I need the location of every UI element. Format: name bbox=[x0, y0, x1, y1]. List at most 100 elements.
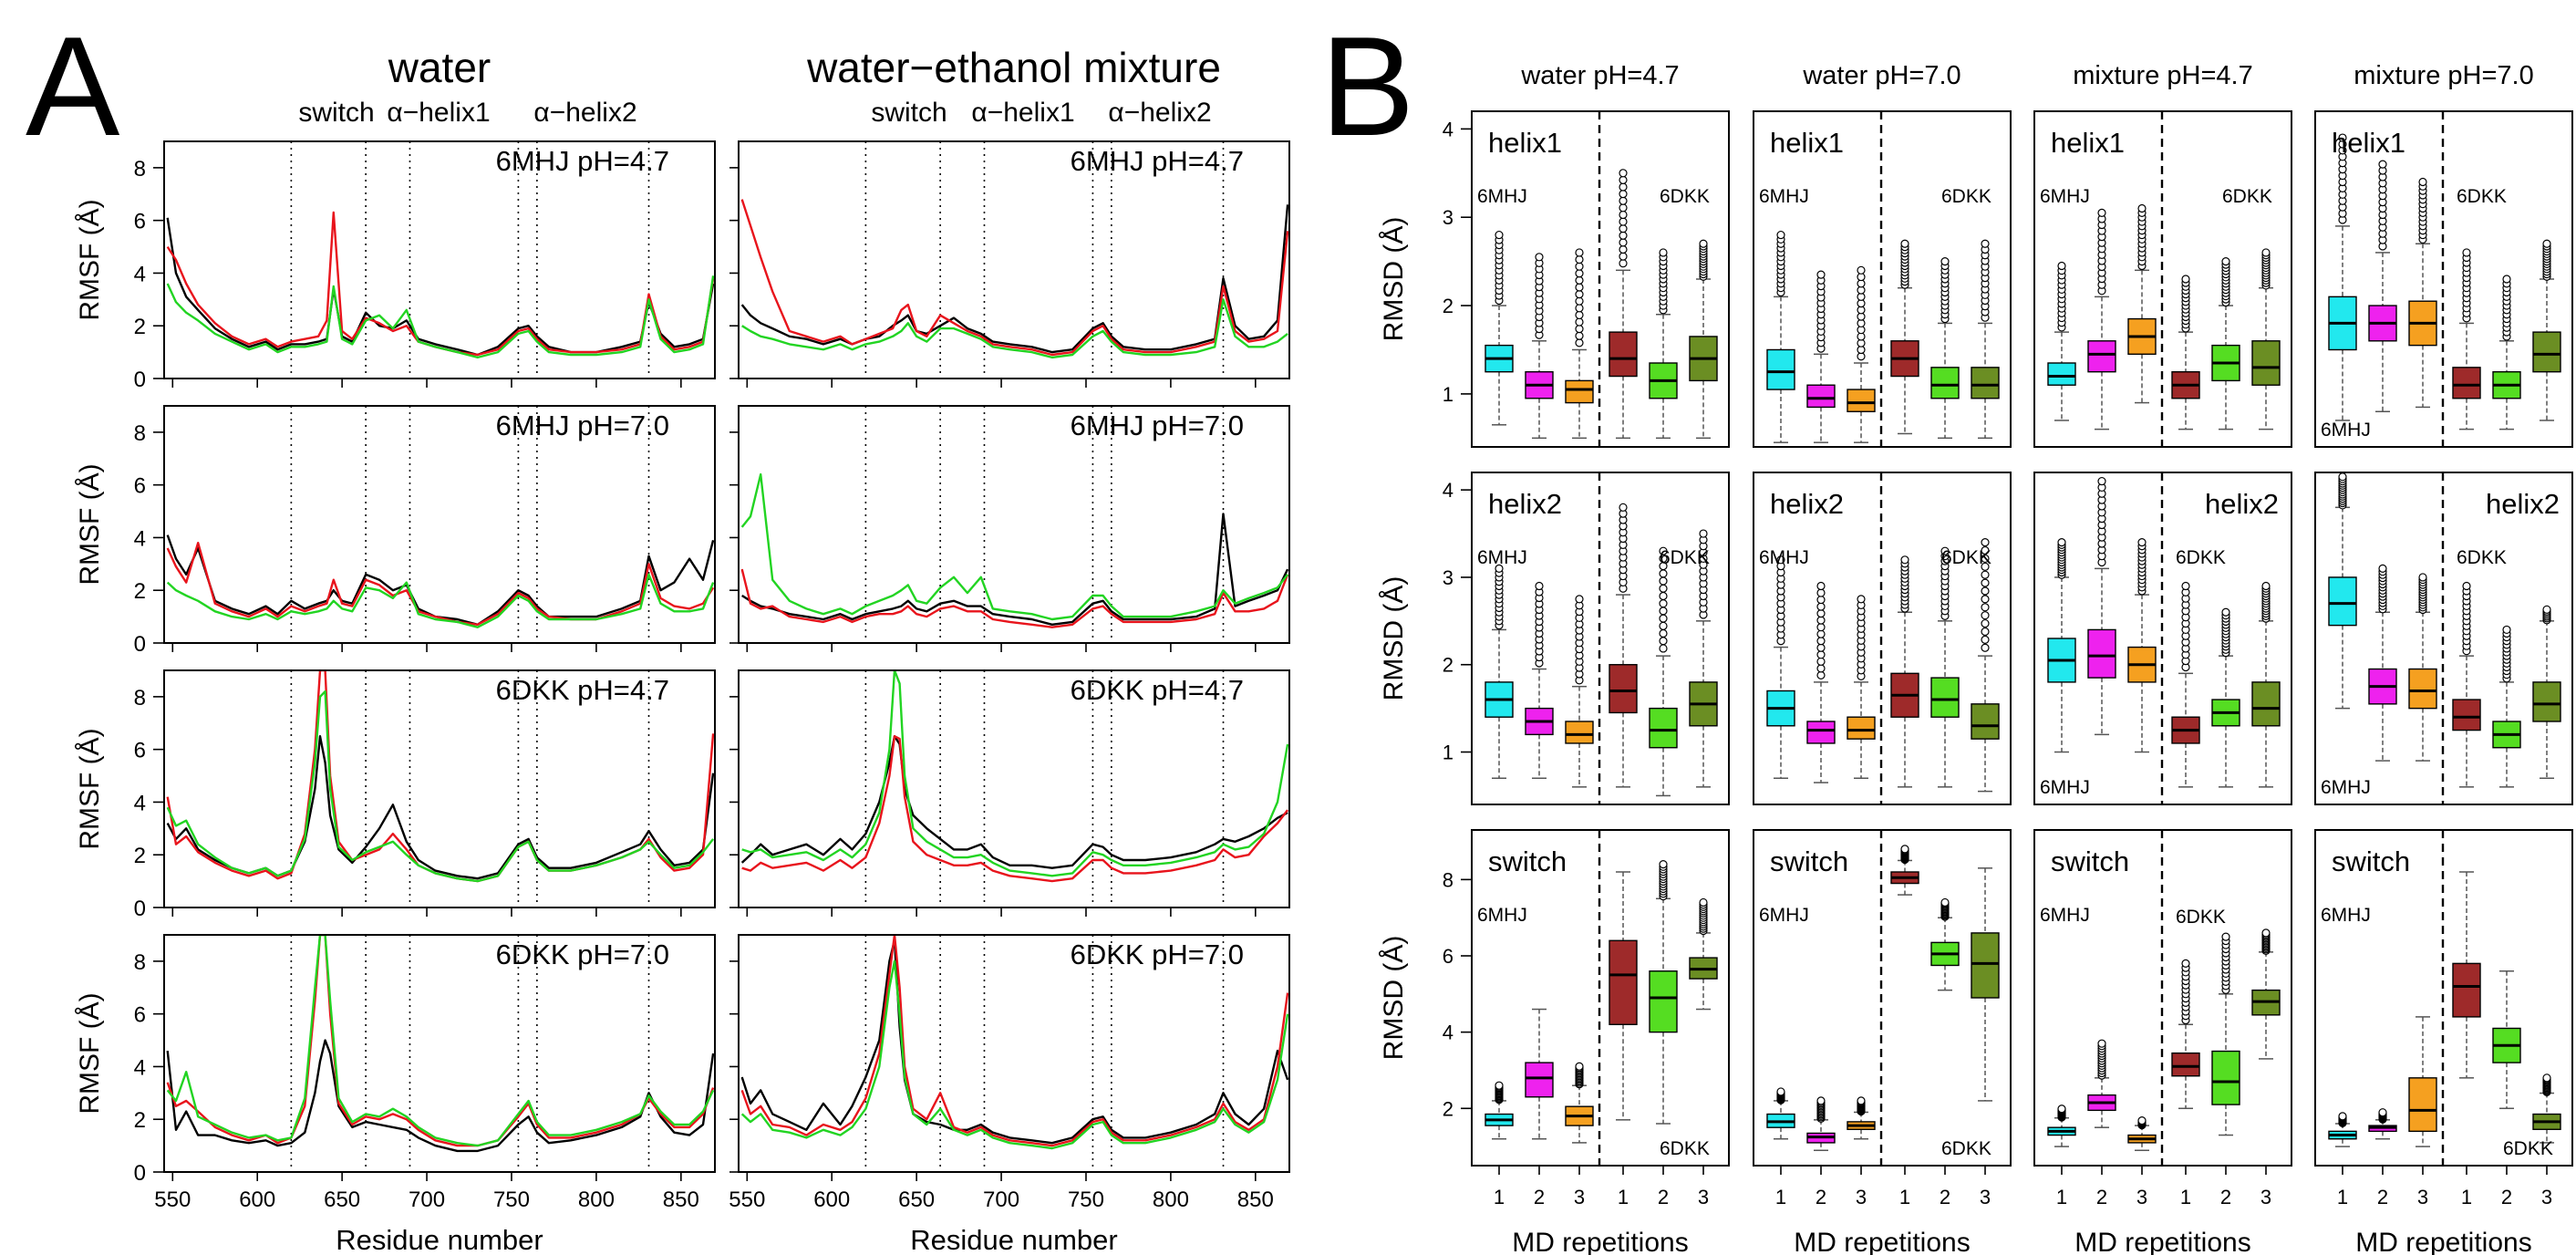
y-tick-label: 8 bbox=[134, 686, 146, 710]
outlier-point bbox=[1619, 210, 1628, 220]
outlier-point bbox=[2057, 261, 2066, 271]
outlier-point bbox=[1900, 239, 1909, 248]
panel-b-xlabel: MD repetitions bbox=[2074, 1228, 2250, 1255]
box-iqr bbox=[1609, 664, 1638, 714]
rmsf-series-line bbox=[166, 573, 715, 628]
y-tick-label: 6 bbox=[134, 1003, 146, 1028]
group-label-6mhj: 6MHJ bbox=[1477, 186, 1527, 207]
rmsd-plot-helix2-3: helix2 6MHJ 6DKK bbox=[2033, 472, 2292, 805]
outlier-point bbox=[1659, 569, 1668, 578]
outlier-point bbox=[2097, 476, 2106, 486]
box-iqr bbox=[1649, 970, 1678, 1033]
x-tick-label: 850 bbox=[663, 1188, 699, 1212]
outlier-point bbox=[1535, 581, 1544, 591]
outlier-point bbox=[1575, 248, 1584, 257]
group-label-6dkk: 6DKK bbox=[1941, 547, 1991, 568]
row-label: helix2 bbox=[2486, 488, 2560, 520]
box-iqr bbox=[1609, 331, 1638, 378]
outlier-point bbox=[2378, 1108, 2387, 1117]
outlier-point bbox=[1699, 897, 1708, 908]
x-tick-label: 1 bbox=[1899, 1186, 1910, 1208]
outlier-point bbox=[1816, 629, 1826, 638]
outlier-point bbox=[2502, 275, 2511, 284]
x-tick-label: 2 bbox=[2377, 1186, 2388, 1208]
rmsf-series-line bbox=[740, 204, 1289, 354]
y-tick-label: 2 bbox=[134, 1108, 146, 1133]
rmsf-panel-label: 6MHJ pH=7.0 bbox=[1071, 410, 1244, 441]
box-iqr bbox=[2408, 1077, 2437, 1133]
rmsd-plot-switch-2: switch 6MHJ 6DKK 1 2 3 1 2 3 MD repetitions bbox=[1753, 829, 2012, 1255]
column-title: water pH=4.7 bbox=[1520, 61, 1679, 90]
rmsf-series-line bbox=[740, 199, 1289, 357]
y-tick-label: 6 bbox=[1443, 945, 1454, 968]
group-label-6mhj: 6MHJ bbox=[1759, 186, 1809, 207]
group-label-6dkk: 6DKK bbox=[1941, 1138, 1991, 1159]
outlier-point bbox=[1816, 588, 1826, 597]
rmsd-ylabel: RMSD (Å) bbox=[1379, 217, 1409, 342]
y-tick-label: 8 bbox=[134, 157, 146, 182]
rmsf-series-line bbox=[741, 735, 1289, 883]
outlier-point bbox=[1535, 253, 1544, 262]
region-label-helix2-mixture: α−helix2 bbox=[1108, 98, 1211, 128]
region-label-helix2: α−helix2 bbox=[533, 98, 636, 128]
outlier-point bbox=[2462, 581, 2471, 591]
group-label-6mhj: 6MHJ bbox=[1759, 905, 1809, 926]
x-tick-label: 3 bbox=[1698, 1186, 1709, 1208]
y-tick-label: 6 bbox=[134, 474, 146, 499]
outlier-point bbox=[1816, 643, 1826, 652]
box-iqr bbox=[2452, 699, 2481, 731]
rmsd-plot-helix1-1: water pH=4.7 helix1 6MHJ 6DKK 1 2 3 4 bbox=[1443, 61, 1730, 448]
panel-b-xlabel: MD repetitions bbox=[1794, 1228, 1970, 1255]
outlier-point bbox=[1816, 609, 1826, 618]
box-iqr bbox=[1806, 721, 1836, 744]
y-tick-label: 4 bbox=[134, 1055, 146, 1080]
rmsf-series-line bbox=[741, 670, 1289, 877]
rmsf-ylabel: RMSF (Å) bbox=[75, 992, 105, 1114]
outlier-point bbox=[2542, 1073, 2551, 1083]
x-tick-label: 600 bbox=[813, 1188, 850, 1212]
x-tick-label: 2 bbox=[1658, 1186, 1669, 1208]
outlier-point bbox=[1816, 657, 1826, 666]
outlier-point bbox=[1575, 262, 1584, 271]
outlier-point bbox=[1981, 554, 1990, 564]
box-iqr bbox=[1766, 348, 1795, 390]
rmsf-ylabel: RMSF (Å) bbox=[75, 463, 105, 585]
outlier-point bbox=[1816, 664, 1826, 673]
x-tick-label: 600 bbox=[239, 1188, 275, 1212]
outlier-point bbox=[2338, 133, 2347, 142]
rmsf-panel-label: 6DKK pH=4.7 bbox=[1071, 674, 1244, 706]
plot-frame bbox=[2314, 829, 2573, 1167]
outlier-point bbox=[1776, 1087, 1785, 1096]
rmsf-series-line bbox=[166, 275, 715, 359]
rmsf-series-line bbox=[740, 735, 1288, 869]
x-tick-label: 2 bbox=[2501, 1186, 2512, 1208]
rmsf-panel-label: 6MHJ pH=4.7 bbox=[496, 145, 669, 177]
rmsd-plot-switch-4: switch 6MHJ 6DKK 1 2 3 1 2 3 MD repetitions bbox=[2314, 829, 2573, 1255]
outlier-point bbox=[2221, 932, 2230, 941]
outlier-point bbox=[1659, 860, 1668, 869]
panel-a-title-water: water bbox=[388, 44, 491, 91]
outlier-point bbox=[1981, 562, 1990, 571]
group-label-6dkk: 6DKK bbox=[2176, 547, 2226, 568]
y-tick-label: 4 bbox=[134, 791, 146, 815]
rmsf-panel-label: 6DKK pH=4.7 bbox=[496, 674, 669, 706]
plot-frame bbox=[1471, 472, 1730, 805]
y-tick-label: 2 bbox=[134, 844, 146, 868]
outlier-point bbox=[1659, 644, 1668, 653]
outlier-point bbox=[1575, 317, 1584, 327]
rmsf-series-line bbox=[166, 690, 715, 883]
outlier-point bbox=[1659, 607, 1668, 616]
x-tick-label: 2 bbox=[1816, 1186, 1826, 1208]
y-tick-label: 1 bbox=[1443, 742, 1454, 764]
outlier-point bbox=[1816, 270, 1826, 279]
outlier-point bbox=[2137, 538, 2147, 547]
box-iqr bbox=[1971, 932, 2000, 999]
rmsd-plot-helix1-4: mixture pH=7.0 helix1 6MHJ 6DKK bbox=[2314, 61, 2573, 448]
outlier-point bbox=[2338, 472, 2347, 482]
group-label-6dkk: 6DKK bbox=[2222, 186, 2272, 207]
panel-b-xlabel: MD repetitions bbox=[2355, 1228, 2531, 1255]
region-label-switch-mixture: switch bbox=[871, 98, 947, 128]
row-label: switch bbox=[1770, 845, 1848, 877]
